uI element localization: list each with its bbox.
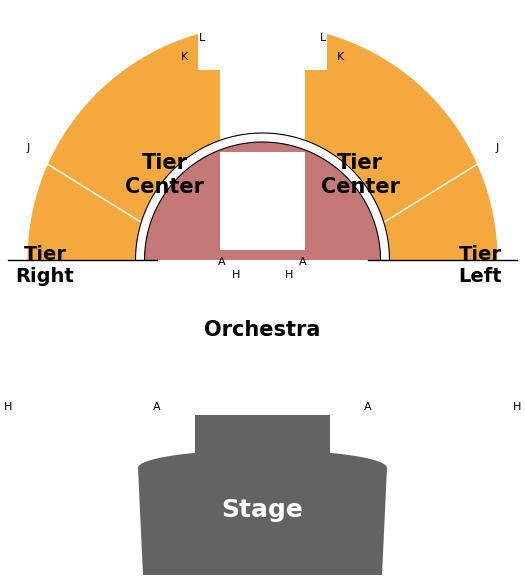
Polygon shape [0,260,135,265]
Text: L: L [199,33,205,43]
Polygon shape [27,25,498,260]
Text: H: H [285,270,293,280]
Polygon shape [138,450,387,575]
Polygon shape [144,142,381,260]
Text: Tier
Center: Tier Center [320,153,400,197]
Text: Stage: Stage [221,498,303,522]
Text: Tier
Right: Tier Right [16,245,75,285]
Text: J: J [496,143,499,153]
Text: A: A [299,257,307,267]
Polygon shape [220,152,305,250]
Text: H: H [232,270,240,280]
Polygon shape [135,260,390,290]
Text: A: A [364,402,372,412]
Text: H: H [513,402,521,412]
Text: A: A [218,257,226,267]
Polygon shape [135,133,390,260]
Polygon shape [198,5,327,250]
Text: A: A [153,402,161,412]
Text: L: L [320,33,326,43]
Text: H: H [4,402,12,412]
Text: K: K [181,52,188,62]
Text: K: K [337,52,344,62]
Polygon shape [195,415,330,455]
Text: Tier
Center: Tier Center [125,153,205,197]
Polygon shape [390,260,525,265]
Text: J: J [26,143,29,153]
Text: Orchestra: Orchestra [204,320,320,340]
Text: Tier
Left: Tier Left [458,245,502,285]
